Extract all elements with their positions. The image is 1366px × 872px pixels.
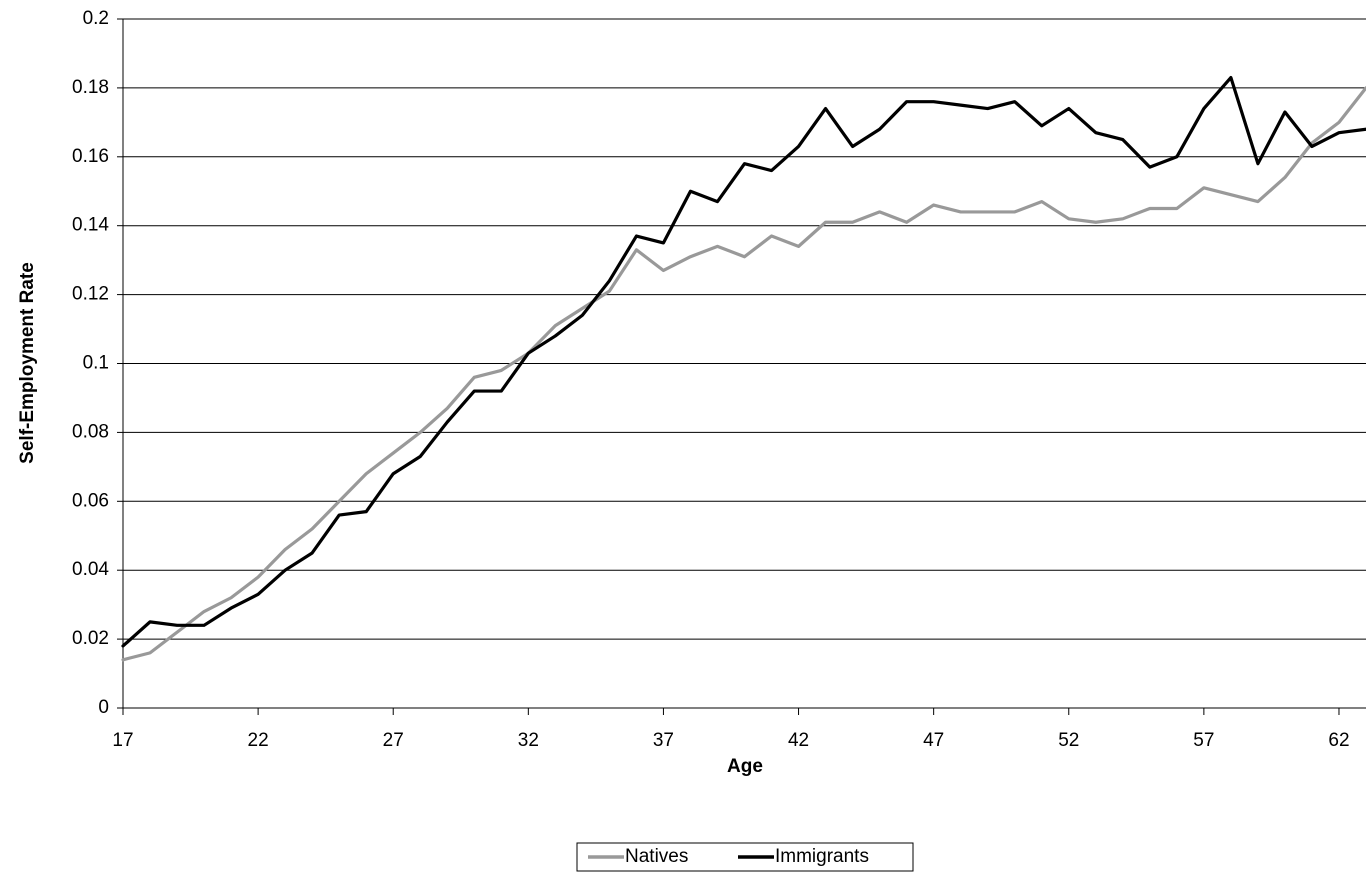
y-tick-label: 0.16 <box>72 146 109 167</box>
y-tick-label: 0.18 <box>72 77 109 98</box>
x-tick-label: 37 <box>653 730 674 751</box>
series-line <box>121 86 1366 662</box>
y-tick-label: 0.1 <box>83 353 109 374</box>
y-tick-label: 0.2 <box>83 8 109 29</box>
y-axis-label: Self-Employment Rate <box>17 262 38 464</box>
y-tick-label: 0 <box>98 697 109 718</box>
x-tick-label: 22 <box>248 730 269 751</box>
y-tick-label: 0.06 <box>72 490 109 511</box>
y-tick-label: 0.12 <box>72 284 109 305</box>
legend-label: Natives <box>625 846 688 867</box>
legend-label: Immigrants <box>775 846 869 867</box>
x-tick-label: 17 <box>112 730 133 751</box>
x-axis-label: Age <box>727 756 763 777</box>
y-tick-label: 0.04 <box>72 559 109 580</box>
series-line <box>121 75 1366 648</box>
x-tick-label: 62 <box>1328 730 1349 751</box>
x-tick-label: 32 <box>518 730 539 751</box>
y-tick-label: 0.02 <box>72 628 109 649</box>
y-tick-label: 0.08 <box>72 421 109 442</box>
x-tick-label: 52 <box>1058 730 1079 751</box>
y-tick-label: 0.14 <box>72 215 109 236</box>
x-tick-label: 27 <box>383 730 404 751</box>
x-tick-label: 47 <box>923 730 944 751</box>
x-tick-label: 42 <box>788 730 809 751</box>
x-tick-label: 57 <box>1193 730 1214 751</box>
